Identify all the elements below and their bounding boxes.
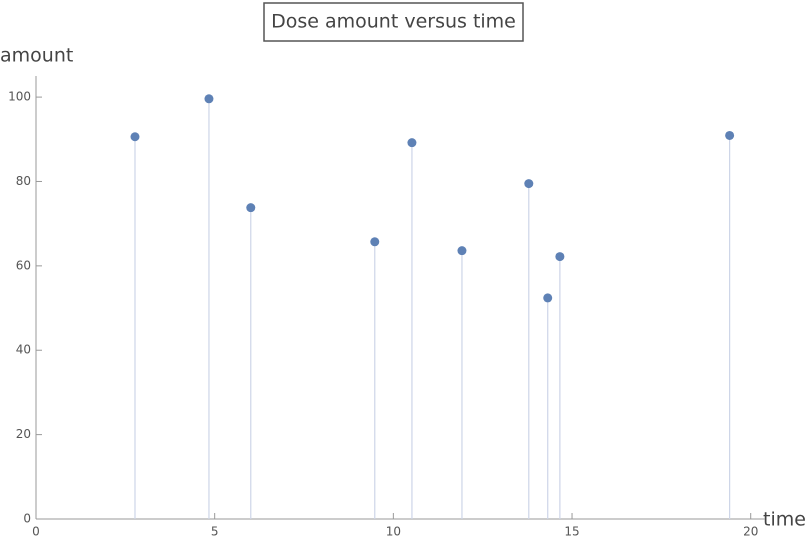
point (725, 130, 735, 140)
y-tick-label: 40 (16, 343, 31, 357)
x-tick-label: 20 (743, 525, 758, 539)
point (130, 132, 140, 142)
point (370, 237, 380, 247)
y-axis-label: amount (0, 45, 73, 67)
y-tick-label: 100 (8, 90, 31, 104)
y-tick-label: 20 (16, 427, 31, 441)
point (457, 246, 467, 256)
point (543, 293, 553, 303)
y-tick-label: 80 (16, 174, 31, 188)
point (555, 252, 565, 262)
x-tick-label: 15 (564, 525, 579, 539)
x-tick-label: 5 (211, 525, 219, 539)
point (524, 179, 534, 189)
title-box (263, 2, 524, 42)
x-tick-label: 0 (32, 525, 40, 539)
chart-title: Dose amount versus time (271, 11, 516, 33)
y-tick-label: 0 (23, 512, 31, 526)
point (407, 138, 417, 148)
x-axis-label: time (763, 509, 806, 531)
point (204, 94, 214, 104)
y-tick-label: 60 (16, 258, 31, 272)
point (246, 203, 256, 213)
x-tick-label: 10 (386, 525, 401, 539)
